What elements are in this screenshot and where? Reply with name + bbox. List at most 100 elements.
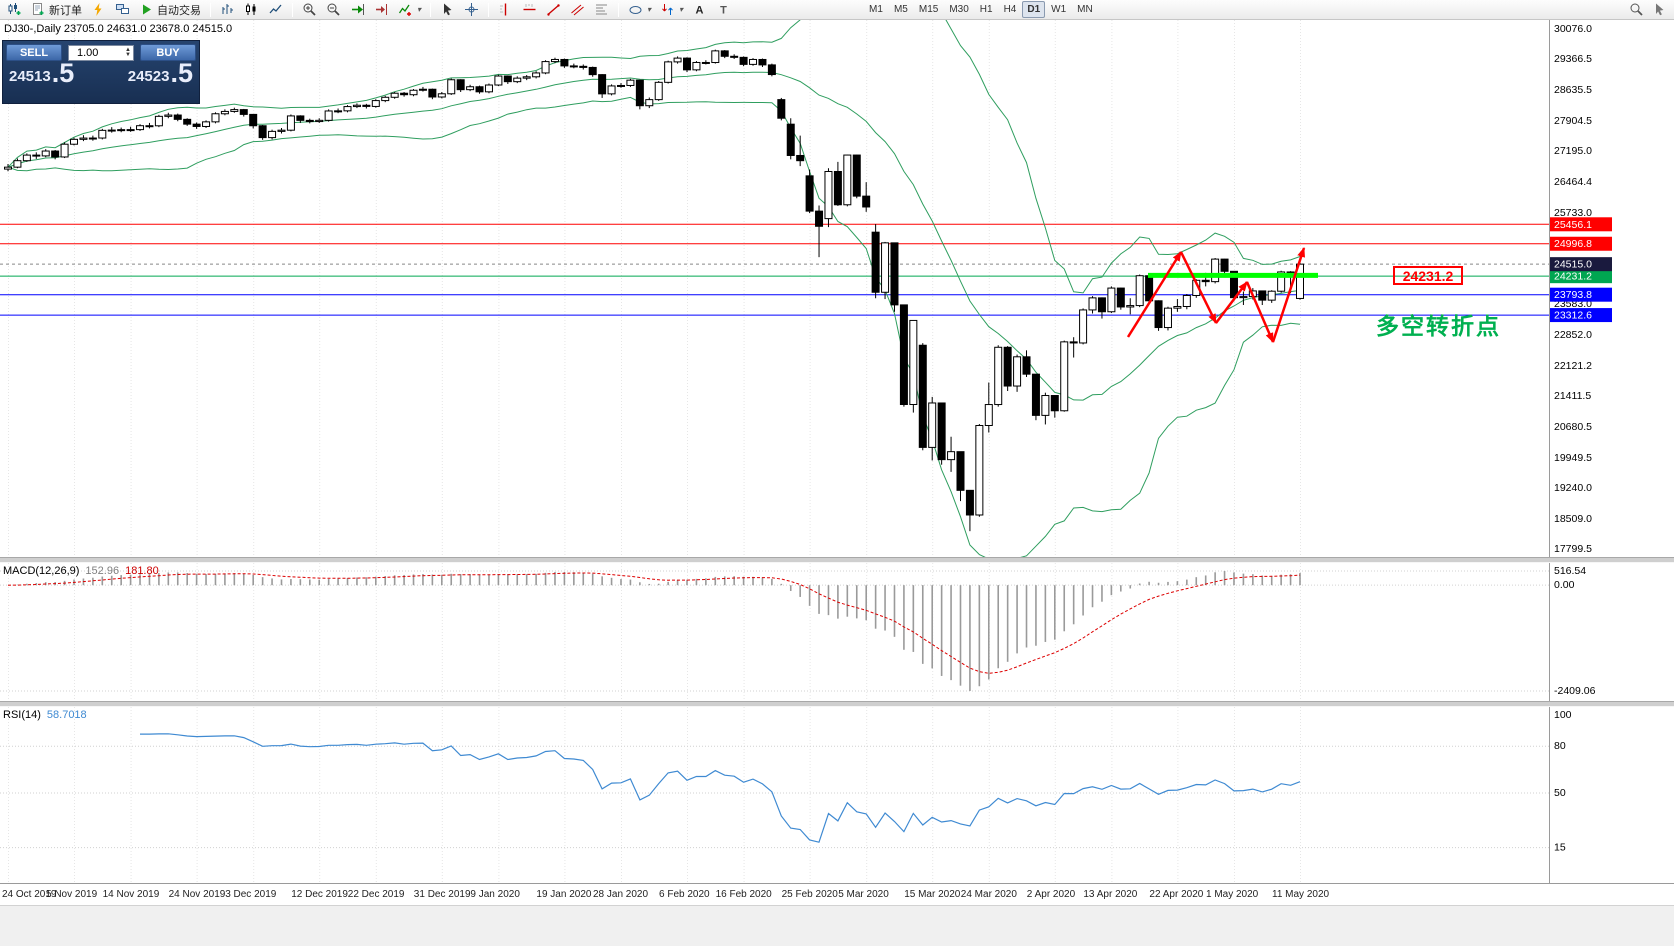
zigzag-arrow[interactable] <box>1271 247 1306 343</box>
timeframe-m30-button[interactable]: M30 <box>944 1 973 18</box>
timeframe-h1-button[interactable]: H1 <box>975 1 998 18</box>
trendline-button[interactable] <box>542 1 565 19</box>
candle-body <box>324 110 333 121</box>
search-button[interactable] <box>1625 1 1648 19</box>
macd-chart[interactable]: 516.54 0.00 -2409.06 MACD(12,26,9) 152.96 18… <box>0 563 1674 701</box>
time-axis-label: 6 Feb 2020 <box>659 889 710 900</box>
fibonacci-button[interactable] <box>590 1 613 19</box>
candle-body <box>70 138 79 145</box>
timeframe-d1-button[interactable]: D1 <box>1022 1 1046 18</box>
level-line-price-text: 24231.2 <box>1554 271 1592 283</box>
candlestick-button[interactable] <box>240 1 263 19</box>
candle-body <box>475 86 484 93</box>
timeframe-w1-button[interactable]: W1 <box>1046 1 1071 18</box>
zigzag-arrow[interactable] <box>1245 281 1275 343</box>
market-watch-button[interactable] <box>111 1 134 19</box>
rsi-label: RSI(14) 58.7018 <box>3 709 87 721</box>
level-line-price-tag <box>1550 269 1612 284</box>
new-order-button[interactable]: 新订单 <box>27 1 86 19</box>
volume-field[interactable]: 1.00 ▲ ▼ <box>68 44 134 61</box>
arrows-tool-button[interactable]: ▾ <box>656 1 687 19</box>
candle-body <box>22 154 31 162</box>
turning-point-label[interactable]: 多空转折点 <box>1376 313 1501 339</box>
auto-trading-button[interactable]: 自动交易 <box>135 1 205 19</box>
macd-canvas[interactable]: 516.54 0.00 -2409.06 <box>0 563 1674 701</box>
bar-chart-button[interactable] <box>216 1 239 19</box>
candle-body <box>1239 296 1248 299</box>
main-chart[interactable]: 30076.0 29366.5 28635.5 27904.5 27195.0 26464… <box>0 20 1674 557</box>
price-axis-tick: 21411.5 <box>1554 390 1591 402</box>
toolbar-separator <box>430 2 432 17</box>
candle-body <box>654 81 663 101</box>
time-axis[interactable]: 24 Oct 2019 5 Nov 2019 14 Nov 2019 24 Nov 2… <box>0 883 1674 905</box>
new-chart-button[interactable] <box>3 1 26 19</box>
candle-body <box>164 114 173 117</box>
candle-body <box>503 75 512 83</box>
price-chart-canvas[interactable]: 30076.0 29366.5 28635.5 27904.5 27195.0 26464… <box>0 20 1674 557</box>
timeframe-mn-button[interactable]: MN <box>1072 1 1098 18</box>
price-axis-tick: 30076.0 <box>1554 23 1592 35</box>
ellipse-shape-icon <box>629 6 642 14</box>
candle-body <box>277 129 286 132</box>
candle-body <box>126 129 135 132</box>
timeframe-h4-button[interactable]: H4 <box>999 1 1022 18</box>
zoom-out-button[interactable] <box>322 1 345 19</box>
current-price-text: 24515.0 <box>1554 259 1592 271</box>
zigzag-arrow[interactable] <box>1179 251 1218 324</box>
candle-body <box>409 89 418 96</box>
zigzag-arrow[interactable] <box>1126 251 1183 338</box>
candle-body <box>1116 287 1125 308</box>
price-axis-tick: 27904.5 <box>1554 115 1592 127</box>
candle-body <box>136 125 145 131</box>
timeframe-m15-button[interactable]: M15 <box>914 1 943 18</box>
pane-splitter-1[interactable] <box>0 557 1674 563</box>
time-axis-label: 24 Oct 2019 <box>2 889 57 900</box>
candle-body <box>550 58 559 63</box>
new-chart-icon <box>8 3 21 15</box>
candle-body <box>268 130 277 139</box>
pointer-button[interactable] <box>1648 1 1671 19</box>
candle-body <box>532 72 541 78</box>
timeframe-m5-button[interactable]: M5 <box>889 1 913 18</box>
cursor-button[interactable] <box>436 1 459 19</box>
pane-splitter-2[interactable] <box>0 701 1674 707</box>
candle-body <box>79 137 88 140</box>
zigzag-arrow[interactable] <box>1215 281 1248 324</box>
text-label-button[interactable]: T <box>712 1 735 19</box>
timeframe-m1-button[interactable]: M1 <box>864 1 888 18</box>
chart-shift-button[interactable] <box>370 1 393 19</box>
indicators-button[interactable]: ▾ <box>394 1 425 19</box>
rsi-chart[interactable]: 100 80 50 15 RSI(14) 58.7018 <box>0 707 1674 883</box>
rsi-canvas[interactable]: 100 80 50 15 <box>0 707 1674 883</box>
channel-button[interactable] <box>566 1 589 19</box>
candle-body <box>541 61 550 74</box>
vertical-line-button[interactable] <box>494 1 517 19</box>
chart-ohlc-values: 23705.0 24631.0 23678.0 24515.0 <box>63 23 233 35</box>
volume-value: 1.00 <box>77 46 99 59</box>
vertical-line-icon <box>500 3 507 16</box>
price-axis-tick: 19949.5 <box>1554 452 1592 464</box>
chevron-down-icon: ▾ <box>417 5 422 14</box>
volume-up-button[interactable]: ▲ <box>125 46 131 53</box>
price-callout-label[interactable]: 24231.2 <box>1393 266 1463 285</box>
line-chart-button[interactable] <box>264 1 287 19</box>
horizontal-line-button[interactable] <box>518 1 541 19</box>
auto-scroll-button[interactable] <box>346 1 369 19</box>
crosshair-icon <box>465 3 479 16</box>
buy-button[interactable]: BUY <box>140 44 196 61</box>
candle-body <box>899 304 908 405</box>
cursor-icon <box>444 3 452 16</box>
text-button[interactable]: A <box>688 1 711 19</box>
candle-body <box>947 451 956 461</box>
volume-down-button[interactable]: ▼ <box>125 51 131 58</box>
toolbar-separator <box>210 2 211 17</box>
candle-body <box>1173 305 1182 309</box>
zoom-in-button[interactable] <box>298 1 321 19</box>
line-chart-icon <box>269 4 282 14</box>
sell-button[interactable]: SELL <box>6 44 62 61</box>
candle-body <box>1031 373 1040 416</box>
crosshair-button[interactable] <box>460 1 483 19</box>
meta-editor-button[interactable] <box>87 1 110 19</box>
candle-body <box>173 114 182 120</box>
shapes-button[interactable]: ▾ <box>624 1 655 19</box>
